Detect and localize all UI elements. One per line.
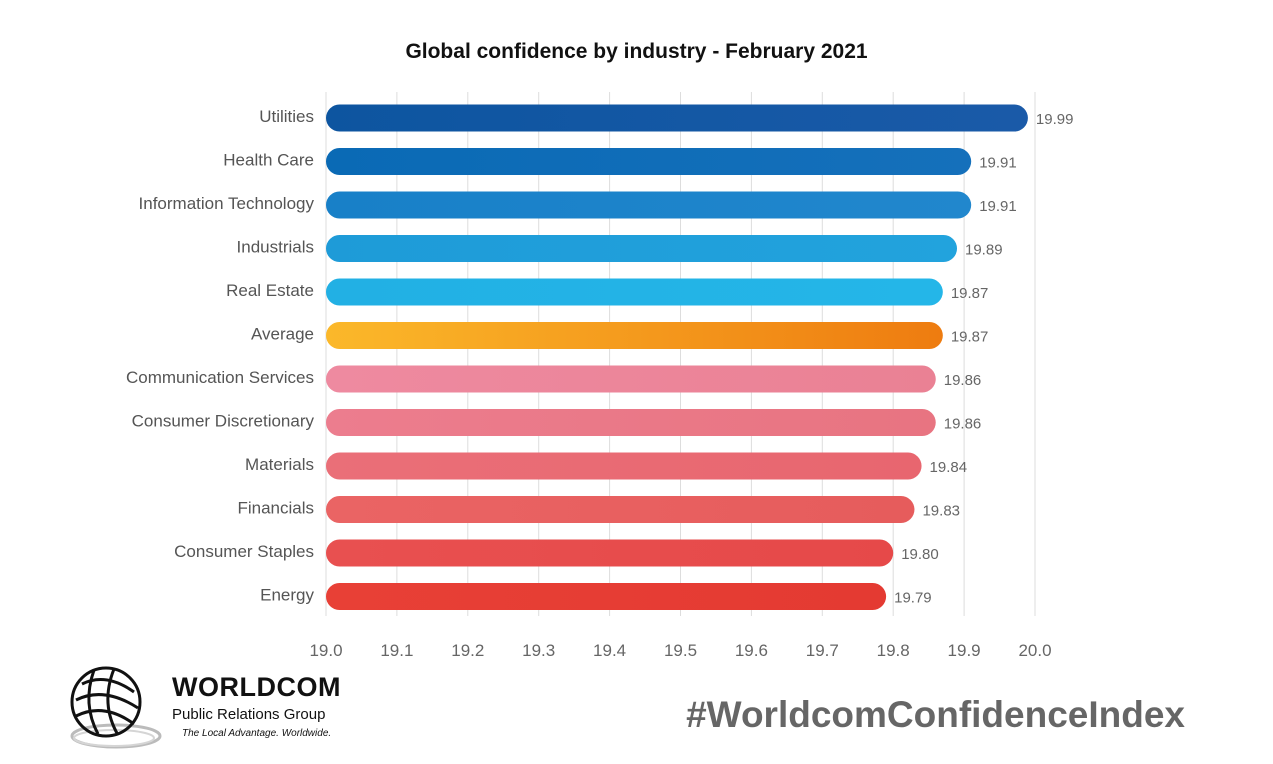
category-label: Real Estate: [226, 281, 314, 300]
category-labels: Utilities Health Care Information Technolo…: [126, 107, 315, 605]
x-tick-label: 19.2: [451, 641, 484, 660]
bars: [326, 104, 1028, 610]
category-label: Utilities: [259, 107, 314, 126]
bar: [326, 452, 922, 480]
value-label: 19.91: [979, 198, 1017, 215]
globe-icon: [70, 666, 162, 749]
logo-name: WORLDCOM: [172, 672, 341, 702]
value-label: 19.99: [1036, 111, 1074, 128]
category-label: Energy: [260, 586, 314, 605]
bar: [326, 278, 943, 306]
category-label: Industrials: [237, 238, 314, 257]
bar: [326, 539, 894, 567]
value-label: 19.91: [979, 155, 1017, 172]
value-label: 19.86: [944, 372, 982, 389]
category-label: Communication Services: [126, 368, 314, 387]
category-label: Materials: [245, 455, 314, 474]
value-label: 19.87: [951, 285, 989, 302]
x-tick-label: 19.1: [380, 641, 413, 660]
value-label: 19.87: [951, 329, 989, 346]
category-label: Average: [251, 325, 314, 344]
category-label: Financials: [237, 499, 314, 518]
category-label: Consumer Discretionary: [132, 412, 315, 431]
bar: [326, 365, 936, 393]
bar: [326, 191, 972, 219]
bar: [326, 235, 958, 262]
worldcom-logo: WORLDCOM Public Relations Group The Loca…: [64, 664, 364, 754]
category-label: Information Technology: [139, 194, 315, 213]
x-tick-label: 19.3: [522, 641, 555, 660]
value-labels: 19.99 19.91 19.91 19.89 19.87 19.87 19.86 19.86…: [894, 111, 1073, 607]
value-label: 19.83: [922, 503, 960, 520]
value-label: 19.80: [901, 546, 939, 563]
chart-title: Global confidence by industry - February…: [405, 40, 868, 63]
x-tick-label: 19.9: [948, 641, 981, 660]
grid-lines: [325, 92, 1036, 616]
logo-tagline: The Local Advantage. Worldwide.: [182, 728, 332, 739]
value-label: 19.79: [894, 590, 932, 607]
x-tick-label: 19.7: [806, 641, 839, 660]
bar: [326, 148, 972, 175]
x-tick-label: 19.8: [877, 641, 910, 660]
value-label: 19.89: [965, 242, 1003, 259]
x-tick-label: 19.6: [735, 641, 768, 660]
x-tick-label: 19.5: [664, 641, 697, 660]
bar: [326, 583, 887, 610]
category-label: Health Care: [223, 151, 314, 170]
x-axis-ticks: 19.0 19.1 19.2 19.3 19.4 19.5 19.6 19.7 19.8 19.9…: [309, 641, 1051, 660]
bar: [326, 496, 915, 523]
value-label: 19.84: [930, 459, 968, 476]
x-tick-label: 19.0: [309, 641, 342, 660]
bar: [326, 322, 943, 349]
hashtag-text: #WorldcomConfidenceIndex: [686, 694, 1185, 735]
value-label: 19.86: [944, 416, 982, 433]
x-tick-label: 20.0: [1018, 641, 1051, 660]
logo-subtitle: Public Relations Group: [172, 706, 326, 723]
category-label: Consumer Staples: [174, 542, 314, 561]
bar: [326, 104, 1028, 132]
bar-chart: Utilities Health Care Information Technolo…: [126, 92, 1073, 660]
bar: [326, 409, 936, 436]
x-tick-label: 19.4: [593, 641, 626, 660]
